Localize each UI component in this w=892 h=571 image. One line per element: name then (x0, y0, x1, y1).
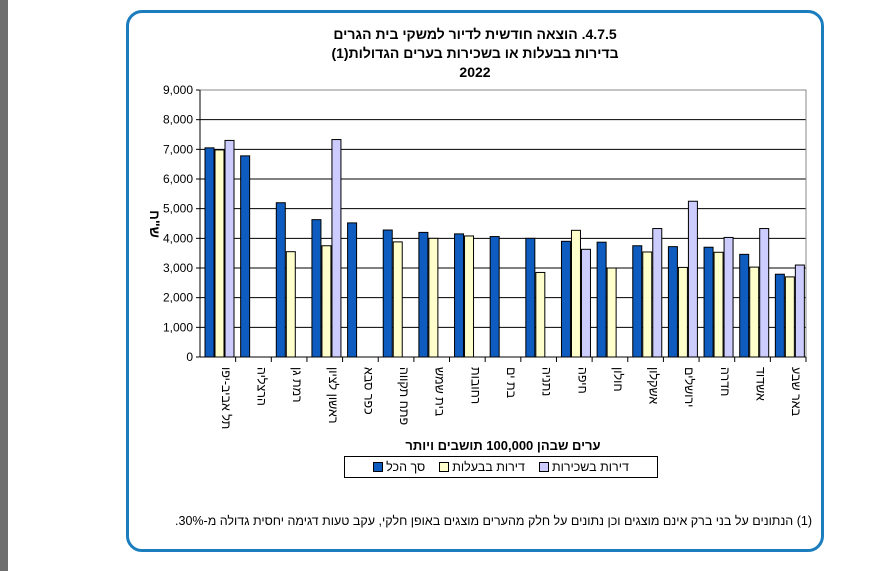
y-tick-label: 8,000 (163, 113, 193, 127)
bar (759, 228, 770, 358)
y-tick-label: 1,000 (163, 320, 193, 334)
x-tick-label: חיפה (575, 367, 589, 394)
bar (606, 267, 617, 358)
x-tick-label: חדרה (718, 367, 732, 396)
legend-swatch (439, 462, 450, 472)
bar (632, 245, 643, 358)
x-tick-label: בית שמש (433, 367, 447, 417)
y-tick-label: 4,000 (163, 231, 193, 245)
x-tick-label: הרצליה (254, 367, 268, 406)
x-tick-label: אשדוד (754, 367, 768, 401)
bar (240, 155, 251, 358)
bar (321, 245, 332, 358)
bar (535, 271, 546, 358)
bar (347, 222, 358, 358)
chart-year: 2022 (459, 64, 491, 80)
legend-label: סך הכל (386, 460, 426, 474)
chart-frame (126, 10, 824, 552)
bar (275, 202, 286, 358)
x-tick-label: רחובות (468, 367, 482, 404)
bar (489, 236, 500, 358)
chart-title: 4.7.5. הוצאה חודשית לדיור למשקי בית הגרי… (333, 26, 617, 42)
y-tick-label: 2,000 (163, 291, 193, 305)
bar (784, 276, 795, 358)
bar (382, 229, 393, 358)
bar (331, 139, 342, 358)
bar (454, 233, 465, 358)
y-tick-label: 6,000 (163, 172, 193, 186)
x-tick-label: תל אביב-יפו (219, 367, 233, 429)
x-axis-title: ערים שבהן 100,000 תושבים ויותר (405, 438, 600, 453)
bar (713, 251, 724, 358)
bar (204, 147, 215, 358)
y-tick-label: 3,000 (163, 261, 193, 275)
y-tick-label: 9,000 (163, 83, 193, 97)
bar (224, 139, 235, 358)
y-tick-label: 5,000 (163, 202, 193, 216)
bar (285, 251, 296, 358)
bar (560, 240, 571, 358)
bar (703, 246, 714, 358)
legend-swatch (538, 462, 549, 472)
bar (723, 236, 734, 358)
legend-swatch (373, 462, 384, 472)
bar (794, 264, 805, 358)
bar (525, 237, 536, 358)
footnote: (1) הנתונים על בני ברק אינם מוצגים וכן נ… (175, 514, 812, 528)
bar (596, 241, 607, 358)
y-axis-title: ש"ח (147, 210, 163, 238)
bar (687, 200, 698, 358)
bar (667, 246, 678, 358)
legend-label: דירות בבעלות (452, 460, 525, 474)
x-tick-label: נתניה (540, 367, 554, 396)
x-tick-label: כפר סבא (361, 367, 375, 415)
bar (418, 231, 429, 358)
bar (739, 253, 750, 358)
x-tick-label: באר שבע (789, 367, 803, 417)
bar (774, 273, 785, 358)
bar (392, 241, 403, 358)
bar (677, 266, 688, 358)
legend-item-owned: דירות בבעלות (439, 460, 525, 474)
x-tick-label: פתח תקווה (397, 367, 411, 425)
legend: דירות בשכירות דירות בבעלות סך הכל (344, 456, 658, 478)
x-tick-label: ראשון לציון (326, 367, 340, 424)
legend-label: דירות בשכירות (551, 460, 629, 474)
bar (214, 149, 225, 358)
bar (749, 266, 760, 358)
x-tick-label: בת ים (504, 367, 518, 399)
bar (570, 229, 581, 358)
y-tick-label: 7,000 (163, 142, 193, 156)
bar (652, 228, 663, 358)
window-edge (0, 0, 8, 571)
bar (464, 235, 475, 358)
chart-subtitle: בדירות בבעלות או בשכירות בערים הגדולות(1… (331, 45, 619, 61)
bar (580, 248, 591, 358)
bar (311, 219, 322, 358)
bar (642, 251, 653, 358)
x-tick-label: חולון (611, 367, 625, 392)
x-tick-label: אשקלון (647, 367, 661, 404)
bar (428, 237, 439, 358)
legend-item-rent: דירות בשכירות (538, 460, 629, 474)
y-tick-label: 0 (186, 350, 193, 364)
x-tick-label: ירושלים (682, 367, 696, 407)
legend-item-total: סך הכל (373, 460, 425, 474)
x-tick-label: רמת גן (290, 367, 304, 403)
